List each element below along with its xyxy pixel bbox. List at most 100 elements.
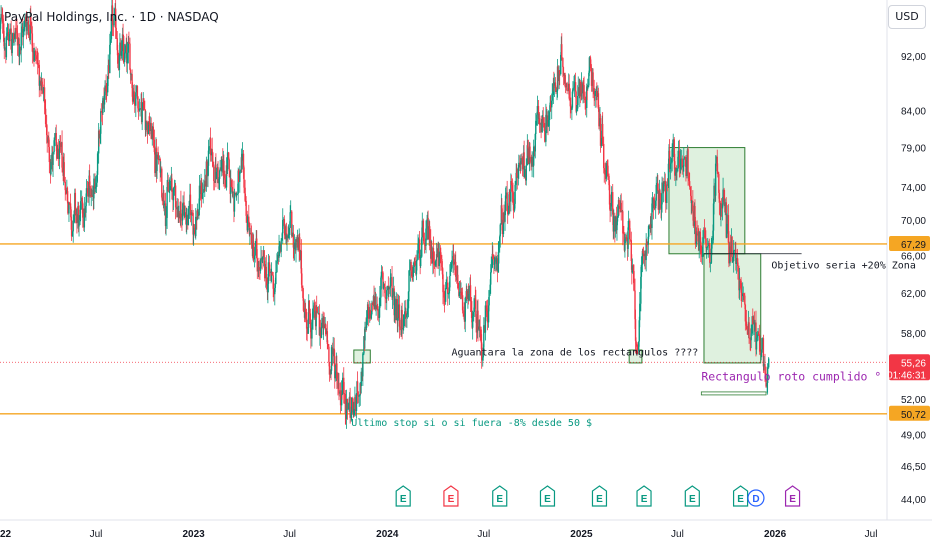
candle-body <box>575 108 578 112</box>
earnings-marker[interactable]: E <box>636 485 652 507</box>
candle-body <box>202 189 204 193</box>
candle-body <box>201 192 204 199</box>
candle-body <box>396 299 399 321</box>
candle-body <box>755 322 757 350</box>
candle-body <box>348 403 350 410</box>
candle-body <box>398 304 401 327</box>
candle-body <box>490 267 492 273</box>
candle-body <box>674 161 676 176</box>
candle-body <box>332 348 334 355</box>
candle-body <box>291 232 294 237</box>
candle-body <box>577 96 579 109</box>
candle-body <box>430 240 432 259</box>
candle-body <box>328 346 330 363</box>
candle-body <box>195 216 197 237</box>
candle-body <box>73 210 75 221</box>
candle-body <box>85 202 87 213</box>
candle-body <box>256 238 258 259</box>
earnings-marker[interactable]: E <box>591 485 608 507</box>
candle-body <box>1 13 3 19</box>
candle-body <box>468 293 470 301</box>
candle-body <box>95 182 98 188</box>
candle-body <box>411 271 413 277</box>
candle-body <box>683 158 685 167</box>
candle-body <box>445 282 448 286</box>
annotation-text: Aguantara la zona de los rectangulos ???… <box>451 347 698 358</box>
candle-body <box>16 30 18 34</box>
earnings-marker[interactable]: E <box>784 485 801 507</box>
marker-label: D <box>752 494 759 505</box>
candle-body <box>582 82 585 86</box>
candle-body <box>223 160 225 179</box>
candle-body <box>192 212 194 235</box>
candle-body <box>241 153 244 161</box>
candle-body <box>165 217 167 227</box>
candle-body <box>416 259 418 262</box>
candle-body <box>525 165 527 181</box>
candle-body <box>291 211 293 237</box>
candle-body <box>404 311 406 315</box>
candle-body <box>731 236 733 262</box>
candle-body <box>274 284 277 288</box>
candle-body <box>761 349 763 353</box>
candle-body <box>480 342 483 361</box>
candle-body <box>359 383 361 396</box>
candle-body <box>197 211 199 216</box>
candle-body <box>633 271 635 291</box>
candle-body <box>403 314 405 329</box>
candle-body <box>617 199 620 216</box>
earnings-marker[interactable]: E <box>443 485 459 507</box>
earnings-marker[interactable]: E <box>492 485 508 507</box>
candle-body <box>434 261 437 266</box>
candle-body <box>299 237 301 261</box>
candle-body <box>681 158 683 168</box>
candle-body <box>438 251 440 267</box>
candle-body <box>450 263 453 270</box>
candle-body <box>714 163 717 196</box>
candle-body <box>152 126 155 140</box>
earnings-marker[interactable]: E <box>732 485 749 507</box>
candle-body <box>270 272 272 273</box>
candle-body <box>339 392 342 406</box>
dividend-marker[interactable]: D <box>747 489 765 507</box>
candle-body <box>767 358 770 368</box>
candle-body <box>5 36 8 58</box>
candle-body <box>574 82 577 92</box>
candle-body <box>343 393 345 394</box>
candle-body <box>108 65 110 74</box>
candle-body <box>351 397 353 413</box>
candle-body <box>117 50 119 64</box>
candle-body <box>83 208 86 228</box>
marker-shape <box>636 485 652 507</box>
earnings-marker[interactable]: E <box>539 485 556 507</box>
earnings-marker[interactable]: E <box>395 485 411 507</box>
candle-body <box>407 291 410 309</box>
candle-body <box>475 299 477 317</box>
currency-button[interactable]: USD <box>888 5 926 29</box>
candle-body <box>683 156 686 159</box>
candle-body <box>382 272 384 289</box>
candle-body <box>648 225 650 237</box>
candle-body <box>100 111 102 134</box>
candle-body <box>415 261 418 275</box>
candle-body <box>154 152 156 174</box>
candle-body <box>657 190 660 210</box>
candle-body <box>275 271 277 285</box>
symbol-title[interactable]: PayPal Holdings, Inc. · 1D · NASDAQ <box>4 10 219 24</box>
candle-body <box>150 123 152 139</box>
candle-body <box>761 338 764 350</box>
earnings-marker[interactable]: E <box>684 485 700 507</box>
candle-body <box>733 250 735 252</box>
candle-body <box>630 240 632 262</box>
candle-body <box>523 169 526 177</box>
candle-body <box>723 189 725 202</box>
candle-body <box>123 52 126 63</box>
candle-body <box>512 190 514 199</box>
candle-body <box>457 274 459 289</box>
candle-body <box>488 290 490 306</box>
candle-body <box>508 205 510 215</box>
candle-body <box>504 195 507 211</box>
candle-body <box>448 287 451 294</box>
